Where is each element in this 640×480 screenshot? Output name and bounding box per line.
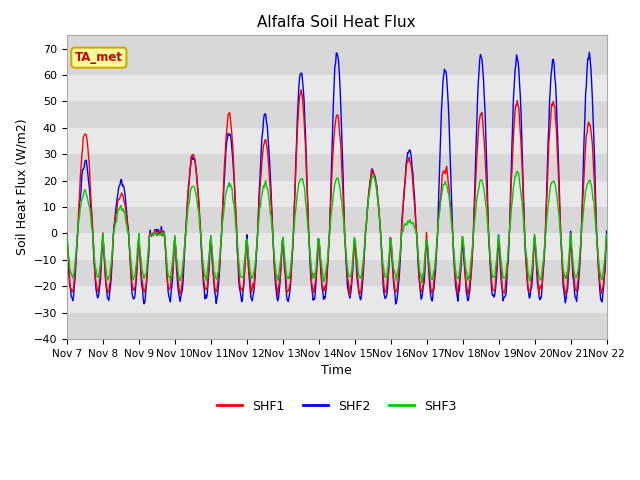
Line: SHF2: SHF2 — [67, 52, 607, 304]
SHF2 — [183, 208, 191, 214]
SHF1 — [212, 288, 220, 293]
SHF2 — [212, 292, 220, 298]
Text: TA_met: TA_met — [75, 51, 123, 64]
Bar — [67, 101, 607, 128]
SHF1 — [603, 233, 611, 239]
SHF3 — [603, 232, 611, 238]
Bar — [67, 312, 607, 339]
SHF1 — [63, 230, 70, 236]
Bar — [67, 128, 607, 154]
SHF1 — [183, 210, 191, 216]
SHF2 — [419, 289, 426, 295]
SHF3 — [403, 221, 410, 227]
SHF3 — [419, 271, 426, 277]
X-axis label: Time: Time — [321, 364, 352, 377]
SHF3 — [73, 244, 81, 250]
Bar — [67, 207, 607, 233]
Bar — [67, 286, 607, 312]
Bar — [67, 75, 607, 101]
SHF2 — [128, 291, 136, 297]
Y-axis label: Soil Heat Flux (W/m2): Soil Heat Flux (W/m2) — [15, 119, 28, 255]
Title: Alfalfa Soil Heat Flux: Alfalfa Soil Heat Flux — [257, 15, 416, 30]
SHF2 — [586, 49, 593, 55]
SHF3 — [513, 168, 521, 174]
Bar — [67, 154, 607, 180]
SHF1 — [420, 280, 428, 286]
SHF2 — [63, 231, 70, 237]
Line: SHF3: SHF3 — [67, 171, 607, 283]
SHF2 — [392, 301, 399, 307]
Legend: SHF1, SHF2, SHF3: SHF1, SHF2, SHF3 — [212, 395, 461, 418]
SHF3 — [212, 275, 220, 280]
SHF3 — [183, 217, 191, 223]
SHF1 — [404, 159, 412, 165]
SHF3 — [63, 231, 70, 237]
Bar — [67, 180, 607, 207]
Line: SHF1: SHF1 — [67, 90, 607, 296]
Bar — [67, 233, 607, 260]
SHF1 — [356, 293, 364, 299]
SHF3 — [418, 280, 426, 286]
SHF1 — [73, 245, 81, 251]
Bar — [67, 260, 607, 286]
SHF1 — [128, 281, 136, 287]
SHF2 — [603, 228, 611, 234]
SHF2 — [73, 251, 81, 256]
SHF1 — [297, 87, 305, 93]
SHF3 — [128, 270, 136, 276]
Bar — [67, 48, 607, 75]
SHF2 — [403, 156, 411, 162]
